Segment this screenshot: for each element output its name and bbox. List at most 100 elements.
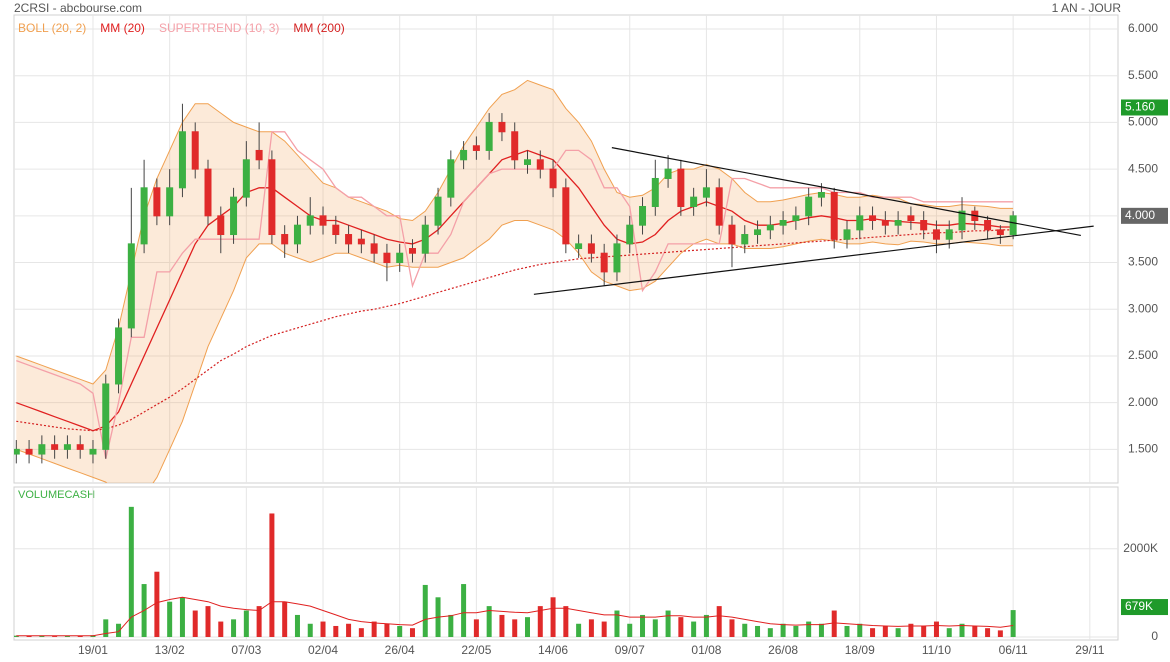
volume-bar (103, 619, 109, 637)
volume-bar (550, 597, 556, 637)
y-tick-label: 5.500 (1128, 68, 1158, 82)
chart-subtitle: 1 AN - JOUR (1052, 1, 1122, 15)
candle-body (51, 444, 59, 450)
candle-body (779, 220, 787, 226)
x-tick-label: 01/08 (691, 643, 721, 657)
candle-body (511, 131, 519, 161)
y-tick-label: 3.000 (1128, 301, 1158, 315)
volume-bar (1010, 610, 1016, 637)
y-tick-label: 6.000 (1128, 21, 1158, 35)
volume-bar (14, 635, 19, 637)
x-tick-label: 19/01 (78, 643, 108, 657)
candle-body (817, 191, 825, 198)
volume-bar (601, 621, 607, 637)
volume-bar (499, 614, 505, 637)
candle-body (191, 131, 199, 170)
volume-panel (13, 486, 1119, 641)
volume-bar (461, 584, 467, 637)
volume-bar (26, 635, 32, 637)
candle-body (600, 252, 608, 273)
candle-body (242, 159, 250, 198)
volume-bar (691, 621, 697, 637)
candle-body (856, 215, 864, 231)
candle-body (472, 145, 480, 151)
volume-bar (154, 571, 160, 637)
candle-body (575, 243, 583, 250)
chart-title: 2CRSI - abcbourse.com (14, 1, 142, 15)
volume-bar (307, 623, 313, 637)
volume-bar (422, 584, 428, 637)
candle-body (664, 168, 672, 179)
candle-body (293, 224, 301, 245)
candle-body (869, 215, 877, 222)
y-tick-label: 1.500 (1128, 442, 1158, 456)
candle-body (728, 224, 736, 245)
volume-bar (703, 614, 709, 637)
volume-bar (486, 606, 492, 637)
candle-body (587, 243, 595, 254)
legend-entry: MM (200) (293, 21, 344, 35)
candle-body (127, 243, 135, 329)
candle-body (345, 234, 353, 245)
volume-bar (627, 623, 633, 637)
price-tag-label: 4.000 (1125, 208, 1155, 222)
volume-bar (563, 606, 569, 637)
volume-bar (588, 619, 594, 637)
volume-bar (358, 628, 364, 637)
volume-bar (972, 625, 978, 637)
volume-bar (346, 623, 352, 637)
x-tick-label: 26/08 (768, 643, 798, 657)
price-tag (1121, 207, 1168, 224)
candle-body (945, 229, 953, 240)
candle-body (626, 224, 634, 245)
volume-bar (780, 623, 786, 637)
volume-bar (729, 619, 735, 637)
volume-bar (320, 621, 326, 637)
y-tick-label: 3.500 (1128, 255, 1158, 269)
candle-body (996, 229, 1004, 236)
y-tick-label: 5.000 (1128, 115, 1158, 129)
candle-body (843, 229, 851, 240)
candle-body (408, 248, 416, 254)
volume-bar (397, 625, 403, 637)
volume-bar (985, 628, 991, 637)
candle-body (677, 168, 685, 207)
candle-body (562, 187, 570, 245)
indicator-line (16, 229, 1014, 432)
volume-bar (895, 628, 901, 637)
candle-body (281, 234, 289, 245)
volume-bar (946, 628, 952, 637)
candle-body (805, 196, 813, 217)
volume-plot (14, 506, 1016, 637)
candle-body (25, 448, 33, 455)
volume-bar (716, 606, 722, 637)
volume-bar (818, 623, 824, 637)
candle-body (741, 234, 749, 245)
y-tick-label: 2000K (1123, 541, 1158, 555)
volume-bar (576, 623, 582, 637)
y-tick-label: 4.500 (1128, 161, 1158, 175)
legend-entry: BOLL (20, 2) (18, 21, 86, 35)
candle-body (447, 159, 455, 198)
x-tick-label: 02/04 (308, 643, 338, 657)
y-tick-label: 0 (1151, 629, 1158, 643)
volume-bar (409, 628, 415, 637)
x-tick-label: 09/07 (615, 643, 645, 657)
candle-body (38, 444, 46, 455)
volume-bar (678, 617, 684, 637)
price-tag-label: 679K (1125, 599, 1153, 613)
volume-bar (473, 619, 479, 637)
volume-bar (256, 606, 262, 637)
x-tick-label: 26/04 (385, 643, 415, 657)
legend-entry: MM (20) (100, 21, 145, 35)
volume-bar (525, 617, 530, 637)
volume-bar (793, 625, 799, 637)
candle-body (383, 252, 391, 264)
candle-body (153, 187, 161, 217)
candle-body (881, 220, 889, 226)
volume-bar (882, 625, 888, 637)
volume-bar (64, 635, 70, 637)
volume-bar (294, 614, 300, 637)
volume-bar (857, 623, 863, 637)
